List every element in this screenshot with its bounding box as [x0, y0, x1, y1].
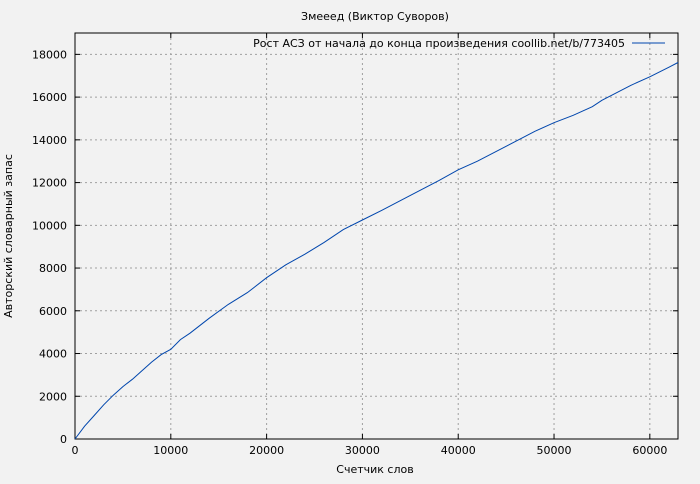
- axis-ticks: 0 10000 20000 30000 40000 50000 60000 0 2000 4000…: [32, 33, 678, 457]
- y-tick-label: 16000: [32, 91, 67, 104]
- x-tick-label: 0: [72, 444, 79, 457]
- chart-title: Змееед (Виктор Суворов): [301, 10, 449, 23]
- x-tick-label: 30000: [345, 444, 380, 457]
- y-tick-label: 18000: [32, 48, 67, 61]
- plot-frame: [74, 32, 679, 440]
- legend-label: Рост АСЗ от начала до конца произведения…: [253, 37, 625, 50]
- y-tick-label: 6000: [39, 305, 67, 318]
- y-tick-label: 4000: [39, 348, 67, 361]
- x-tick-label: 40000: [441, 444, 476, 457]
- x-tick-label: 10000: [153, 444, 188, 457]
- series-line: [74, 62, 679, 440]
- y-tick-label: 10000: [32, 219, 67, 232]
- x-tick-label: 20000: [249, 444, 284, 457]
- x-tick-label: 60000: [632, 444, 667, 457]
- grid: [75, 33, 678, 439]
- x-axis-label: Счетчик слов: [336, 463, 413, 476]
- x-tick-label: 50000: [537, 444, 572, 457]
- y-tick-label: 12000: [32, 177, 67, 190]
- y-tick-label: 0: [60, 433, 67, 446]
- y-tick-label: 8000: [39, 262, 67, 275]
- y-axis-label: Авторский словарный запас: [2, 154, 15, 318]
- y-tick-label: 2000: [39, 390, 67, 403]
- y-tick-label: 14000: [32, 134, 67, 147]
